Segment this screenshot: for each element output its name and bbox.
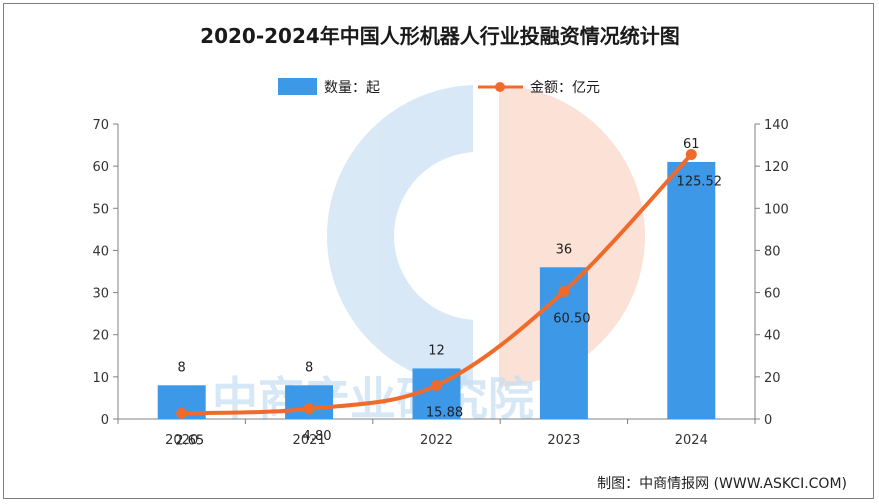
y-left-tick-label: 10 bbox=[92, 371, 109, 386]
line-value-label: 2.65 bbox=[175, 433, 204, 448]
x-tick-label: 2020 bbox=[165, 433, 198, 448]
x-tick-label: 2021 bbox=[293, 433, 326, 448]
line-series bbox=[176, 149, 697, 419]
x-tick-label: 2022 bbox=[420, 433, 453, 448]
amount-point-2022 bbox=[431, 380, 442, 392]
legend-line-label: 金额：亿元 bbox=[530, 80, 600, 96]
y-left-tick-label: 40 bbox=[92, 244, 109, 259]
bar-value-label: 12 bbox=[428, 343, 445, 358]
bar-series bbox=[157, 161, 716, 419]
chart-title: 2020-2024年中国人形机器人行业投融资情况统计图 bbox=[200, 24, 680, 48]
y-left-tick-label: 70 bbox=[92, 118, 109, 133]
y-right-tick-label: 120 bbox=[764, 160, 789, 175]
x-tick-label: 2024 bbox=[675, 433, 708, 448]
legend: 数量：起 金额：亿元 bbox=[278, 78, 600, 96]
y-right-tick-label: 80 bbox=[764, 244, 781, 259]
amount-line bbox=[179, 152, 694, 416]
bar-value-label: 36 bbox=[556, 242, 573, 257]
y-left-tick-label: 50 bbox=[92, 202, 109, 217]
y-left-tick-label: 60 bbox=[92, 160, 109, 175]
legend-line-marker bbox=[495, 82, 505, 92]
bar-value-label: 8 bbox=[178, 360, 186, 375]
watermark-logo-gap bbox=[473, 85, 499, 387]
watermark-logo-right-half bbox=[494, 85, 645, 387]
line-value-label: 4.80 bbox=[303, 429, 332, 444]
y-right-tick-label: 20 bbox=[764, 371, 781, 386]
legend-bar-swatch bbox=[278, 78, 317, 95]
y-right-tick-label: 140 bbox=[764, 118, 789, 133]
y-right-tick-label: 100 bbox=[764, 202, 789, 217]
y-left-tick-label: 20 bbox=[92, 329, 109, 344]
bar-2024 bbox=[667, 161, 716, 419]
y-right-tick-label: 0 bbox=[764, 413, 772, 428]
watermark-logo-left-arc bbox=[327, 85, 478, 387]
x-tick-label: 2023 bbox=[547, 433, 580, 448]
line-value-label: 15.88 bbox=[426, 406, 463, 421]
y-right-tick-label: 60 bbox=[764, 287, 781, 302]
line-value-label: 60.50 bbox=[553, 312, 590, 327]
watermark-logo bbox=[327, 85, 645, 387]
y-left-tick-label: 30 bbox=[92, 287, 109, 302]
y-left-tick-label: 0 bbox=[101, 413, 109, 428]
bar-value-label: 8 bbox=[305, 360, 313, 375]
y-right-tick-label: 40 bbox=[764, 329, 781, 344]
amount-point-2023 bbox=[558, 286, 570, 298]
amount-point-2024 bbox=[685, 149, 697, 161]
amount-point-2021 bbox=[303, 403, 315, 415]
amount-point-2020 bbox=[176, 407, 188, 419]
data-labels: 8 8 12 36 61 2.65 4.80 15.88 60.50 125.52 bbox=[175, 137, 722, 448]
bar-value-label: 61 bbox=[683, 137, 700, 152]
axes: 0 10 20 30 40 50 60 70 0 20 40 60 80 100 120 140 2020 202… bbox=[92, 118, 788, 448]
watermark-text: 中商产业研究院 bbox=[212, 372, 534, 426]
source-note: 制图：中商情报网 (WWW.ASKCI.COM) bbox=[597, 476, 847, 492]
line-value-label: 125.52 bbox=[677, 175, 723, 190]
legend-bar-label: 数量：起 bbox=[324, 80, 380, 96]
